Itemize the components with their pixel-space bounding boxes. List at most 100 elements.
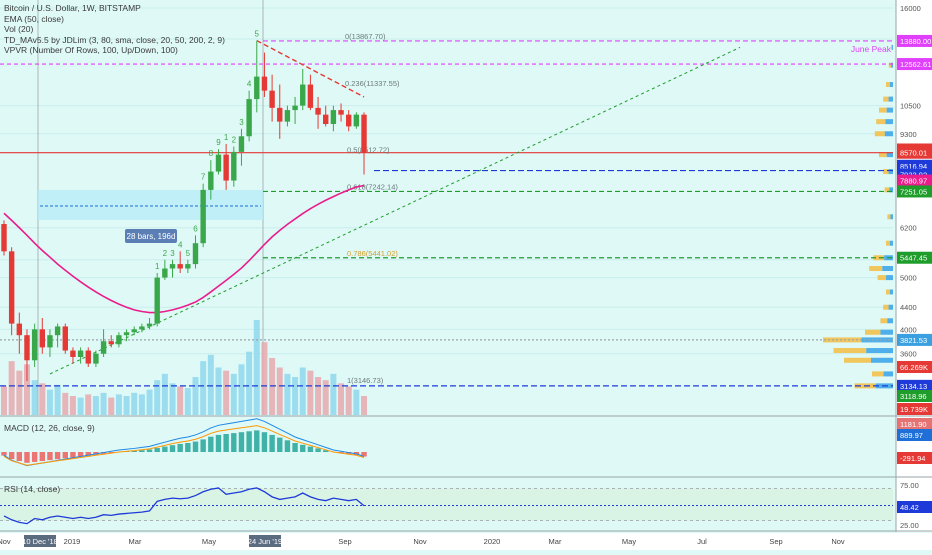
macd-hist-29 bbox=[223, 434, 229, 452]
td-count-6: 7 bbox=[201, 173, 206, 182]
candle-body-0 bbox=[1, 224, 7, 252]
time-label-10: May bbox=[622, 537, 636, 546]
price-tick-3: 9300 bbox=[900, 130, 917, 139]
candle-body-29 bbox=[223, 154, 229, 181]
candle-body-12 bbox=[93, 353, 99, 364]
price-label-4: 8516.94 bbox=[900, 162, 927, 171]
price-label-bg-1 bbox=[897, 58, 932, 71]
chart-title: Bitcoin / U.S. Dollar, 1W, BITSTAMP bbox=[4, 3, 141, 13]
price-label-bg-11 bbox=[897, 379, 932, 392]
candle-body-40 bbox=[307, 84, 314, 108]
fib-label-2: 0.5(8512.72) bbox=[347, 145, 390, 154]
vpvr-up-17 bbox=[874, 131, 885, 137]
volume-bar-35 bbox=[269, 358, 276, 415]
price-label-3: 8570.01 bbox=[900, 149, 927, 158]
time-label-0: Nov bbox=[0, 537, 11, 546]
macd-hist-38 bbox=[292, 443, 298, 452]
volume-bar-14 bbox=[108, 397, 115, 415]
candle-body-37 bbox=[284, 110, 291, 122]
candle-body-35 bbox=[269, 90, 275, 108]
time-label-6: Sep bbox=[338, 537, 351, 546]
volume-bar-47 bbox=[361, 396, 368, 415]
volume-bar-32 bbox=[246, 351, 253, 415]
macd-hist-21 bbox=[162, 446, 168, 452]
price-label-15: 889.97 bbox=[900, 431, 923, 440]
volume-bar-16 bbox=[123, 396, 130, 415]
volume-bar-24 bbox=[184, 388, 191, 415]
vpvr-up-19 bbox=[879, 107, 887, 113]
price-label-bg-18 bbox=[897, 501, 932, 513]
vpvr-down-5 bbox=[880, 329, 893, 335]
macd-hist-36 bbox=[277, 437, 283, 452]
price-label-1: 12562.61 bbox=[900, 60, 931, 69]
macd-hist-34 bbox=[261, 432, 268, 452]
candle-body-15 bbox=[116, 335, 122, 345]
time-label-9: Mar bbox=[549, 537, 562, 546]
price-label-10: 66.269K bbox=[900, 363, 928, 372]
macd-label[interactable]: MACD (12, 26, close, 9) bbox=[4, 423, 95, 433]
td-count-4: 5 bbox=[186, 249, 191, 258]
candle-body-28 bbox=[215, 154, 222, 172]
legend-ema[interactable]: EMA (50, close) bbox=[4, 13, 64, 24]
macd-hist-11 bbox=[85, 452, 91, 456]
macd-hist-0 bbox=[1, 452, 7, 456]
candle-body-32 bbox=[246, 99, 252, 137]
macd-hist-26 bbox=[200, 439, 206, 452]
vpvr-down-16 bbox=[886, 152, 893, 158]
candle-body-44 bbox=[338, 110, 344, 115]
vpvr-down-17 bbox=[884, 131, 893, 137]
candle-body-16 bbox=[123, 332, 130, 336]
price-label-bg-3 bbox=[897, 146, 932, 159]
price-tick-6: 5000 bbox=[900, 274, 917, 283]
legend-vpvr[interactable]: VPVR (Number Of Rows, 100, Up/Down, 100) bbox=[4, 45, 178, 55]
macd-hist-46 bbox=[353, 452, 360, 455]
macd-hist-20 bbox=[154, 448, 160, 452]
macd-hist-8 bbox=[62, 452, 68, 459]
macd-hist-27 bbox=[208, 436, 214, 452]
candle-body-9 bbox=[70, 350, 76, 357]
macd-hist-30 bbox=[231, 433, 237, 452]
vpvr-up-4 bbox=[823, 337, 862, 343]
volume-bar-41 bbox=[315, 377, 322, 415]
legend-vol[interactable]: Vol (20) bbox=[4, 24, 34, 34]
macd-line bbox=[3, 418, 365, 467]
volume-bar-4 bbox=[31, 380, 38, 415]
candle-body-26 bbox=[200, 189, 206, 244]
macd-hist-28 bbox=[215, 434, 222, 452]
volume-bar-7 bbox=[54, 384, 61, 415]
volume-bar-43 bbox=[330, 373, 337, 415]
june-peak-label: June Peak bbox=[851, 44, 892, 54]
volume-bar-34 bbox=[261, 342, 268, 415]
candle-body-13 bbox=[100, 341, 107, 354]
legend-td[interactable]: TD_MAv5.5 by JDLim (3, 80, sma, close, 2… bbox=[4, 34, 225, 45]
candle-body-45 bbox=[346, 114, 352, 127]
vpvr-up-13 bbox=[887, 214, 891, 220]
rsi-label[interactable]: RSI (14, close) bbox=[4, 484, 61, 494]
time-label-bg-1 bbox=[24, 535, 56, 547]
td-count-1: 2 bbox=[163, 249, 168, 258]
candle-body-3 bbox=[24, 335, 30, 361]
macd-hist-5 bbox=[39, 452, 45, 461]
vpvr-down-10 bbox=[882, 266, 893, 272]
candle-body-8 bbox=[62, 326, 68, 351]
price-label-6: 7880.97 bbox=[900, 177, 927, 186]
volume-bar-19 bbox=[146, 389, 153, 415]
vpvr-down-13 bbox=[890, 214, 893, 220]
vpvr-down-14 bbox=[889, 187, 893, 193]
time-label-13: Nov bbox=[831, 537, 845, 546]
candle-body-20 bbox=[154, 277, 160, 324]
vpvr-down-21 bbox=[889, 82, 893, 88]
time-label-12: Sep bbox=[769, 537, 782, 546]
macd-hist-18 bbox=[139, 450, 145, 452]
candle-body-43 bbox=[330, 110, 337, 124]
time-label-5: 24 Jun '19 bbox=[248, 537, 282, 546]
volume-bar-25 bbox=[192, 377, 199, 415]
volume-bar-26 bbox=[200, 361, 207, 415]
vpvr-up-1 bbox=[872, 371, 884, 377]
macd-hist-35 bbox=[269, 434, 275, 452]
time-label-11: Jul bbox=[697, 537, 707, 546]
volume-bar-37 bbox=[284, 373, 291, 415]
vpvr-down-2 bbox=[870, 357, 893, 363]
